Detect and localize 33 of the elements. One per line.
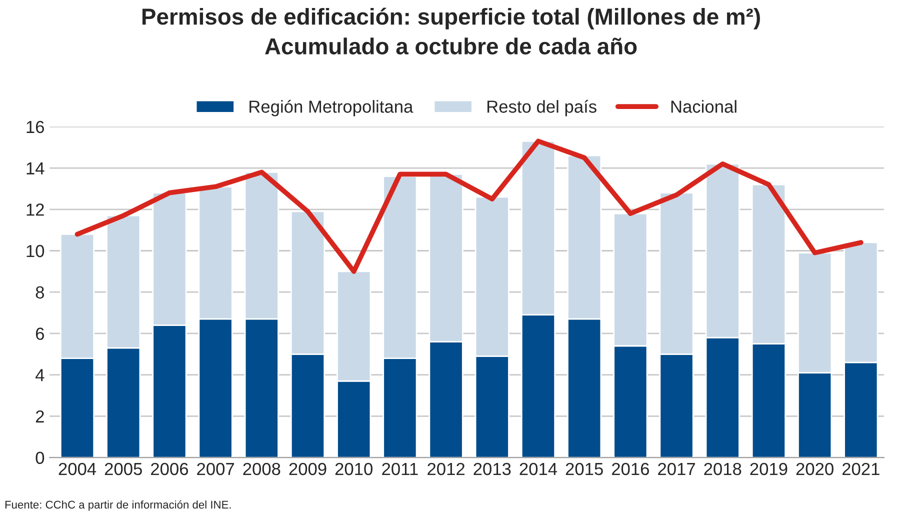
- y-tick-label: 4: [35, 369, 44, 382]
- y-tick-label: 2: [36, 410, 44, 422]
- x-tick-label: 2011: [382, 462, 418, 476]
- y-tick-label: 0: [36, 452, 44, 464]
- x-tick-label: 2014: [520, 462, 558, 476]
- x-tick-label: 2004: [58, 462, 96, 476]
- y-tick-label: 8: [36, 286, 44, 299]
- x-tick-label: 2017: [658, 462, 695, 476]
- x-tick-label: 2009: [289, 462, 326, 476]
- x-tick-label: 2012: [428, 462, 464, 476]
- x-tick-label: 2015: [566, 462, 603, 476]
- x-tick-label: 2020: [796, 462, 834, 476]
- x-tick-label: 2006: [151, 462, 188, 476]
- y-tick-label: 16: [26, 120, 44, 134]
- source-note: Fuente: CChC a partir de información del INE.: [5, 500, 231, 511]
- y-tick-label: 14: [26, 162, 44, 174]
- y-tick-label: 12: [26, 204, 44, 216]
- x-tick-label: 2018: [704, 462, 742, 476]
- x-tick-label: 2016: [612, 462, 649, 476]
- x-tick-label: 2005: [104, 462, 142, 476]
- x-tick-label: 2008: [243, 462, 280, 476]
- legend-label: Región Metropolitana: [250, 100, 414, 116]
- x-tick-label: 2010: [335, 462, 372, 476]
- x-tick-label: 2019: [750, 462, 788, 476]
- x-tick-label: 2007: [197, 462, 234, 476]
- chart-title: Permisos de edificación: superficie total (Millones de m²) Acumulado a octubre de cada año: [142, 8, 760, 54]
- y-tick-label: 10: [26, 244, 44, 258]
- legend-label: Resto del país: [488, 100, 596, 116]
- x-tick-label: 2013: [474, 462, 511, 476]
- x-tick-label: 2021: [842, 462, 880, 476]
- legend-label: Nacional: [671, 100, 736, 113]
- y-tick-label: 6: [36, 328, 44, 340]
- line-series: [74, 138, 864, 274]
